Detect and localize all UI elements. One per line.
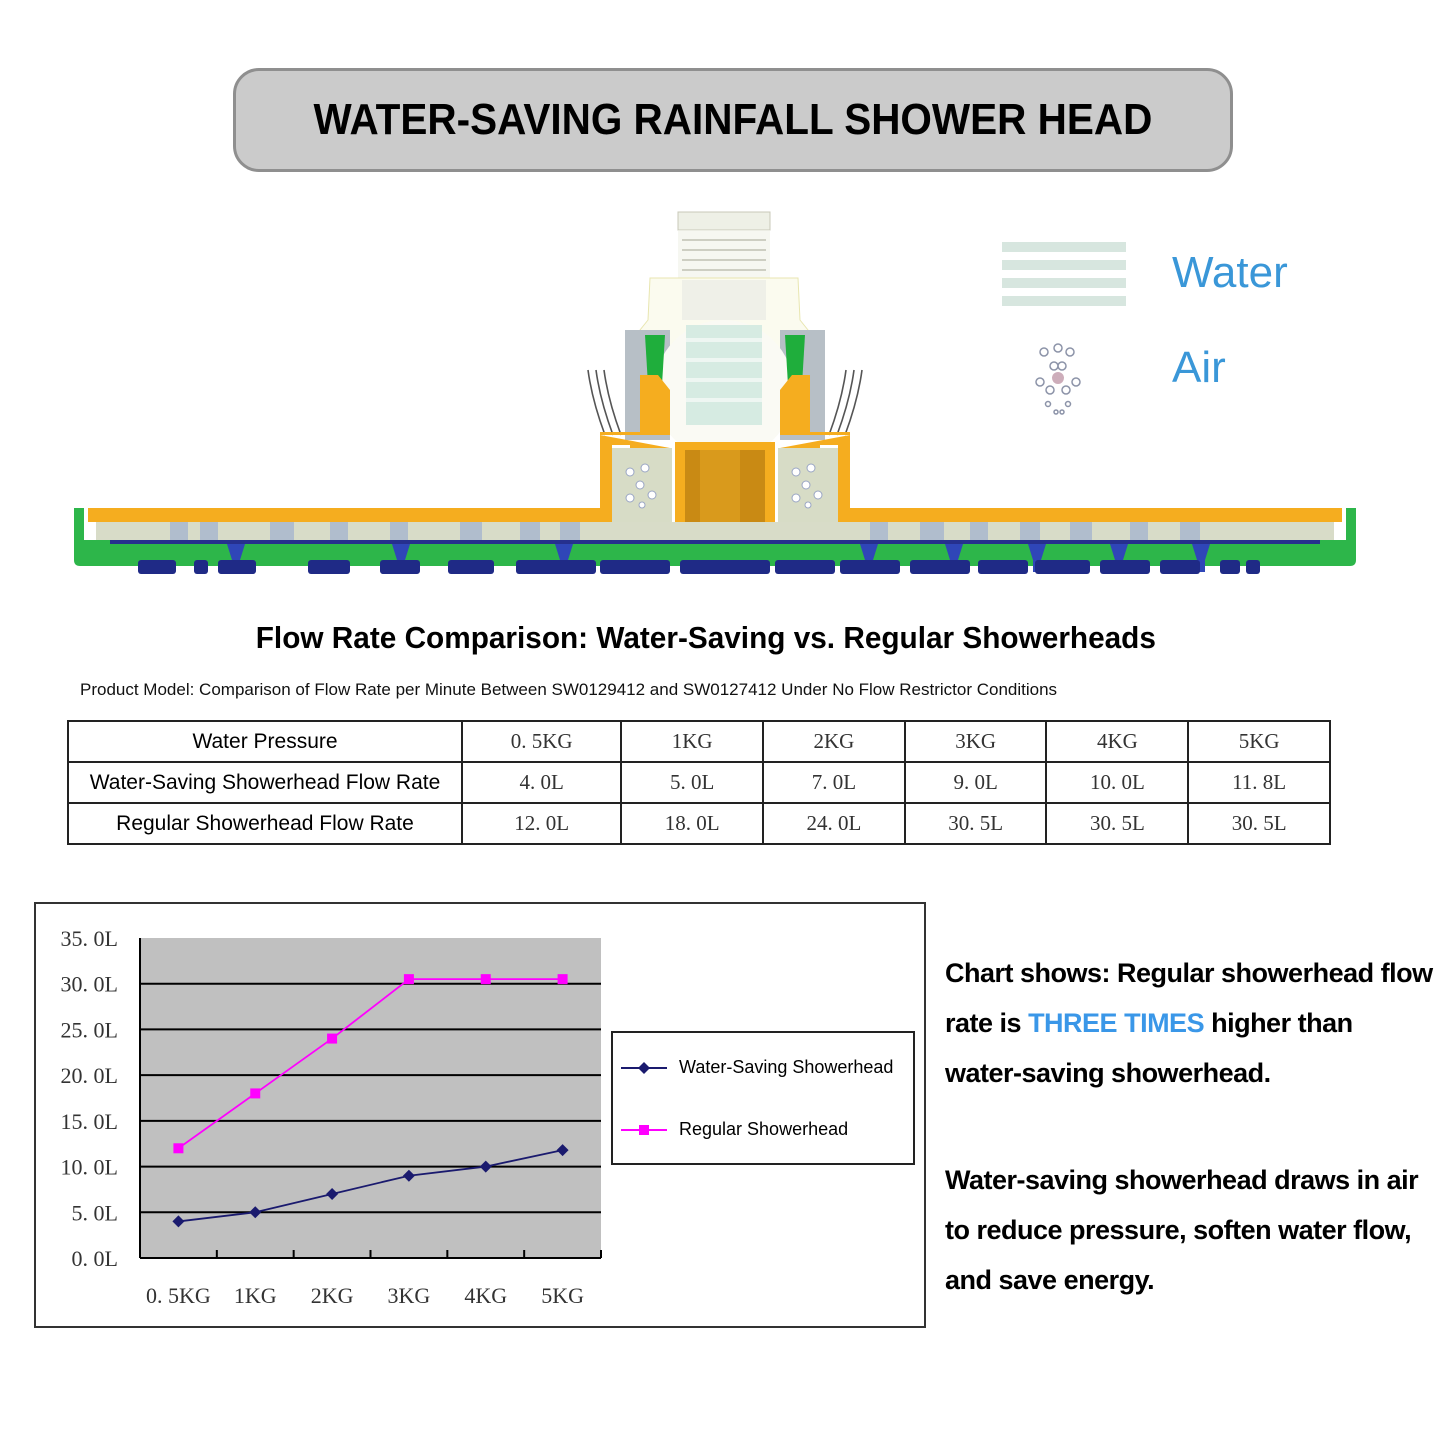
table-cell: 10. 0L (1045, 761, 1190, 804)
legend-item-regular: Regular Showerhead (621, 1119, 848, 1140)
table-cell: 30. 5L (1187, 802, 1331, 845)
data-point (480, 974, 491, 985)
plot-area (140, 938, 601, 1258)
table-cell: 11. 8L (1187, 761, 1331, 804)
table-column-header: 5KG (1187, 720, 1331, 763)
table-header-label: Water Pressure (67, 720, 463, 763)
y-tick-label: 15. 0L (61, 1109, 118, 1134)
comparison-title: Flow Rate Comparison: Water-Saving vs. R… (255, 620, 1157, 655)
table-row-label: Regular Showerhead Flow Rate (67, 802, 463, 845)
table-column-header: 3KG (903, 720, 1048, 763)
y-tick-label: 30. 0L (61, 972, 118, 997)
table-column-header: 2KG (761, 720, 906, 763)
legend-air-label: Air (1172, 343, 1226, 392)
diamond-marker-icon (621, 1061, 667, 1074)
legend-label: Regular Showerhead (679, 1119, 849, 1139)
y-tick-label: 35. 0L (61, 926, 118, 951)
title-banner: WATER-SAVING RAINFALL SHOWER HEAD (233, 68, 1233, 172)
table-row: Water-Saving Showerhead Flow Rate 4. 0L … (67, 761, 1331, 804)
comparison-subtitle: Product Model: Comparison of Flow Rate p… (80, 680, 1058, 699)
data-point (173, 1143, 184, 1154)
chart-note-1: Chart shows: Regular showerhead flow rat… (945, 958, 1433, 1088)
x-tick-label: 4KG (464, 1283, 507, 1308)
y-tick-label: 5. 0L (72, 1200, 118, 1225)
series-line (178, 1149, 563, 1223)
table-cell: 30. 5L (903, 802, 1048, 845)
data-point (557, 974, 568, 985)
x-tick-label: 1KG (234, 1283, 277, 1308)
highlight-three-times: THREE TIMES (1028, 1008, 1205, 1038)
legend-label: Water-Saving Showerhead (679, 1057, 894, 1077)
table-column-header: 4KG (1045, 720, 1190, 763)
chart-legend: Water-Saving Showerhead Regular Showerhe… (611, 1031, 915, 1165)
page-title: WATER-SAVING RAINFALL SHOWER HEAD (313, 95, 1153, 144)
legend-water-label: Water (1172, 248, 1288, 297)
table-row-label: Water-Saving Showerhead Flow Rate (67, 761, 463, 804)
air-bubbles-icon (1035, 343, 1081, 415)
x-tick-label: 2KG (311, 1283, 354, 1308)
table-column-header: 1KG (620, 720, 764, 763)
table-cell: 30. 5L (1045, 802, 1190, 845)
data-point (172, 1215, 185, 1228)
data-point (326, 1188, 339, 1200)
x-tick-label: 0. 5KG (146, 1283, 211, 1308)
table-cell: 5. 0L (620, 761, 764, 804)
y-tick-label: 0. 0L (72, 1246, 118, 1271)
table-cell: 18. 0L (620, 802, 764, 845)
data-point (479, 1160, 492, 1173)
flow-rate-table: Water Pressure 0. 5KG 1KG 2KG 3KG 4KG 5K… (67, 720, 1331, 845)
data-point (249, 1206, 262, 1219)
x-tick-label: 3KG (388, 1283, 431, 1308)
x-tick-label: 5KG (541, 1283, 584, 1308)
data-point (403, 974, 414, 985)
chart-note-2: Water-saving showerhead draws in air to … (945, 1165, 1419, 1295)
table-header-row: Water Pressure 0. 5KG 1KG 2KG 3KG 4KG 5K… (67, 720, 1331, 763)
table-column-header: 0. 5KG (460, 720, 623, 763)
square-marker-icon (621, 1124, 667, 1135)
shower-head-cross-section-diagram (74, 211, 1356, 574)
table-row: Regular Showerhead Flow Rate 12. 0L 18. … (67, 802, 1331, 845)
y-tick-label: 10. 0L (61, 1155, 118, 1180)
data-point (402, 1169, 415, 1182)
data-point (327, 1033, 338, 1044)
data-point (556, 1144, 569, 1157)
table-cell: 12. 0L (460, 802, 623, 845)
series-line (177, 978, 563, 1150)
data-point (250, 1088, 261, 1099)
table-cell: 24. 0L (761, 802, 906, 845)
legend-item-water-saving: Water-Saving Showerhead (621, 1057, 893, 1078)
table-cell: 4. 0L (460, 761, 623, 804)
table-cell: 9. 0L (903, 761, 1048, 804)
water-stripes-icon (1002, 242, 1126, 306)
y-tick-label: 25. 0L (61, 1017, 118, 1042)
flow-rate-line-chart: 0. 0L 5. 0L 10. 0L 15. 0L 20. 0L 25. 0L 30. 0L… (61, 926, 602, 1308)
y-tick-label: 20. 0L (61, 1063, 118, 1088)
table-cell: 7. 0L (761, 761, 906, 804)
